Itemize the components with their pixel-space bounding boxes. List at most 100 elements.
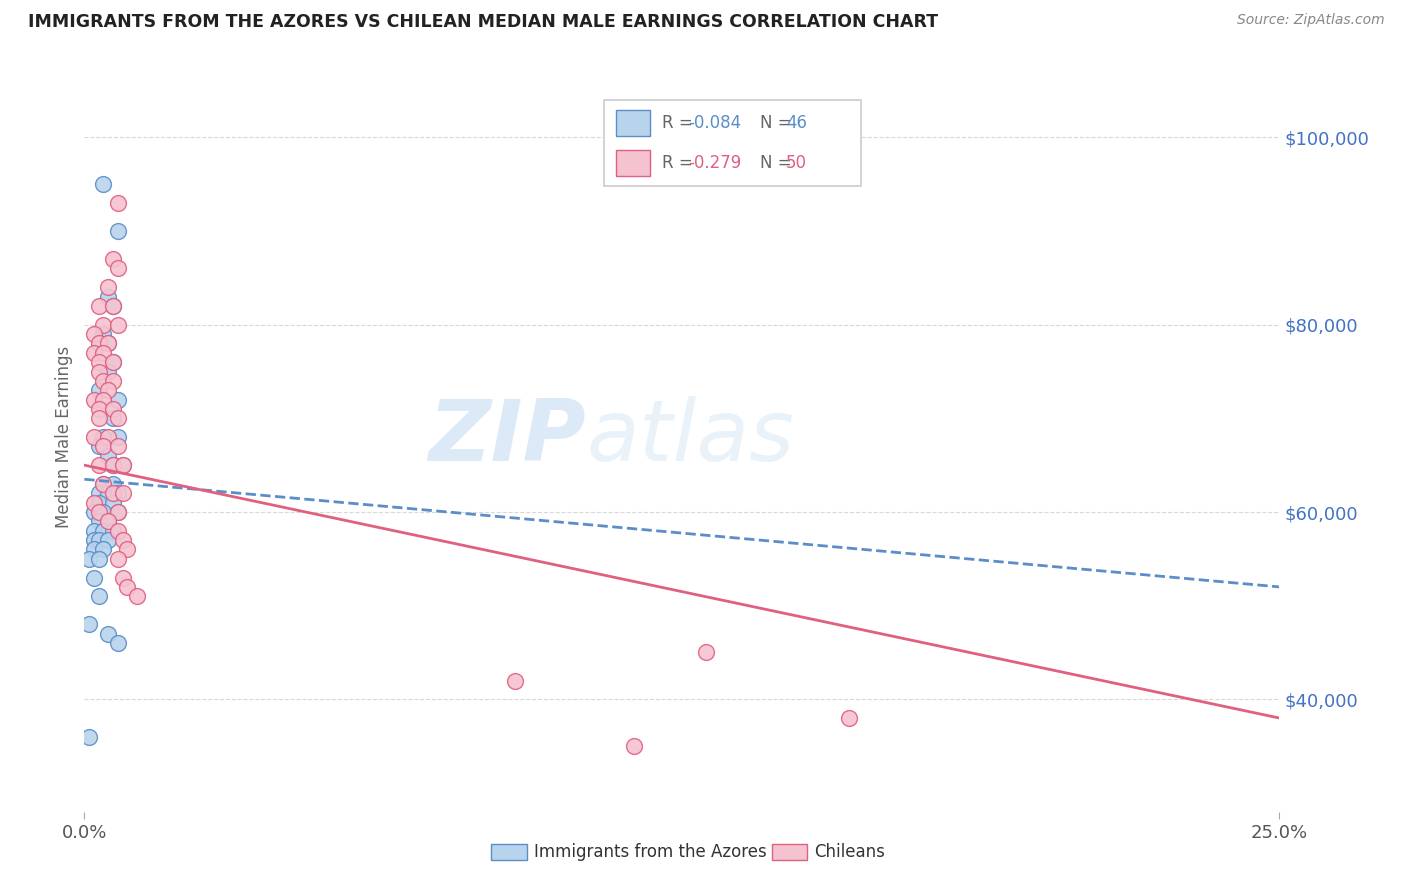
Y-axis label: Median Male Earnings: Median Male Earnings	[55, 346, 73, 528]
Point	[695, 646, 717, 660]
Text: Chileans: Chileans	[814, 843, 886, 861]
Text: -0.084: -0.084	[688, 114, 741, 132]
Text: 50: 50	[786, 153, 807, 172]
Text: ZIP: ZIP	[429, 395, 586, 479]
Text: R =: R =	[662, 153, 697, 172]
Point	[111, 458, 134, 473]
Point	[83, 505, 105, 519]
Point	[97, 514, 120, 528]
Text: R =: R =	[662, 114, 697, 132]
Point	[83, 571, 105, 585]
Point	[83, 430, 105, 444]
Point	[107, 430, 129, 444]
Point	[117, 542, 139, 557]
Point	[93, 476, 115, 491]
Point	[87, 486, 110, 500]
Point	[87, 505, 110, 519]
Point	[101, 374, 124, 388]
Point	[87, 336, 110, 351]
Point	[101, 411, 124, 425]
Point	[97, 280, 120, 294]
Point	[87, 533, 110, 547]
Point	[101, 524, 124, 538]
Point	[97, 626, 120, 640]
Point	[107, 551, 129, 566]
Text: N =: N =	[759, 153, 796, 172]
Text: Immigrants from the Azores: Immigrants from the Azores	[534, 843, 766, 861]
Point	[107, 524, 129, 538]
Point	[111, 486, 134, 500]
Point	[117, 580, 139, 594]
Point	[107, 318, 129, 332]
Point	[111, 533, 134, 547]
Point	[97, 514, 120, 528]
Point	[97, 336, 120, 351]
Point	[83, 392, 105, 407]
Point	[97, 336, 120, 351]
Point	[838, 711, 860, 725]
Point	[87, 411, 110, 425]
Point	[77, 551, 100, 566]
Bar	[616, 111, 650, 136]
Bar	[491, 844, 527, 861]
Point	[107, 440, 129, 454]
Point	[87, 384, 110, 398]
Point	[83, 542, 105, 557]
Point	[111, 458, 134, 473]
Point	[107, 486, 129, 500]
Point	[87, 355, 110, 369]
Point	[97, 289, 120, 303]
Point	[83, 496, 105, 510]
Point	[125, 590, 148, 604]
Point	[101, 458, 124, 473]
Point	[83, 326, 105, 341]
Point	[97, 384, 120, 398]
Point	[101, 355, 124, 369]
Text: Source: ZipAtlas.com: Source: ZipAtlas.com	[1237, 13, 1385, 28]
Point	[87, 551, 110, 566]
Point	[93, 374, 115, 388]
Point	[101, 486, 124, 500]
Point	[107, 195, 129, 210]
Point	[83, 345, 105, 359]
Point	[93, 476, 115, 491]
Point	[93, 542, 115, 557]
Point	[97, 365, 120, 379]
Point	[101, 355, 124, 369]
Point	[83, 533, 105, 547]
Point	[107, 411, 129, 425]
Point	[87, 514, 110, 528]
Point	[93, 345, 115, 359]
Point	[87, 401, 110, 416]
Point	[101, 252, 124, 266]
Point	[107, 505, 129, 519]
Point	[101, 299, 124, 313]
Point	[101, 496, 124, 510]
Point	[101, 476, 124, 491]
Point	[111, 571, 134, 585]
Point	[503, 673, 526, 688]
Point	[101, 458, 124, 473]
Point	[93, 440, 115, 454]
Text: atlas: atlas	[586, 395, 794, 479]
Text: 46: 46	[786, 114, 807, 132]
Point	[93, 177, 115, 192]
Point	[77, 617, 100, 632]
Point	[93, 392, 115, 407]
Point	[623, 739, 645, 753]
Point	[93, 318, 115, 332]
Point	[107, 261, 129, 276]
Point	[107, 636, 129, 650]
Point	[87, 336, 110, 351]
Point	[97, 449, 120, 463]
Text: -0.279: -0.279	[688, 153, 741, 172]
Point	[87, 496, 110, 510]
Point	[77, 730, 100, 744]
Point	[93, 326, 115, 341]
Point	[87, 458, 110, 473]
Point	[93, 505, 115, 519]
Point	[87, 440, 110, 454]
Point	[107, 505, 129, 519]
Point	[87, 590, 110, 604]
Point	[107, 392, 129, 407]
